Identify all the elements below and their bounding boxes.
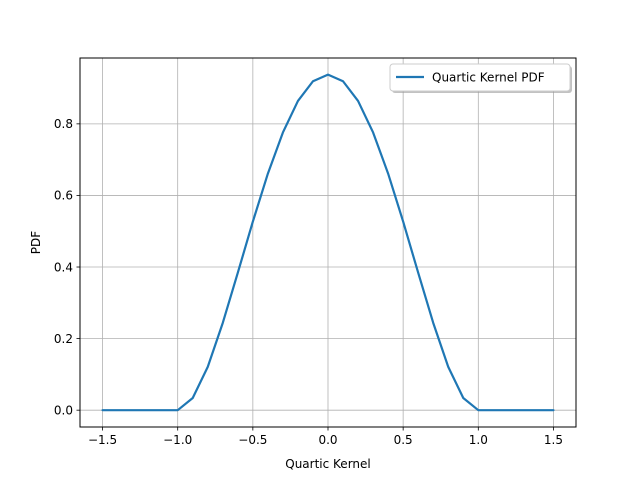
y-tick-label: 0.8	[54, 117, 73, 131]
x-axis: −1.5 −1.0 −0.5 0.0 0.5 1.0 1.5	[88, 427, 563, 447]
x-axis-label: Quartic Kernel	[285, 457, 371, 471]
x-tick-label: 0.0	[318, 433, 337, 447]
legend-box	[389, 63, 571, 92]
y-tick-label: 0.4	[54, 260, 73, 274]
y-tick-label: 0.0	[54, 403, 73, 417]
series-line	[101, 73, 555, 412]
y-axis-label: PDF	[29, 231, 43, 254]
x-tick-label: −0.5	[238, 433, 267, 447]
x-tick-label: −1.5	[88, 433, 117, 447]
legend: Quartic Kernel PDF	[389, 63, 572, 93]
x-tick-label: 1.5	[544, 433, 563, 447]
x-tick-label: 0.5	[394, 433, 413, 447]
legend-label: Quartic Kernel PDF	[432, 71, 545, 85]
y-tick-label: 0.6	[54, 189, 73, 203]
y-tick-label: 0.2	[54, 332, 73, 346]
series-layer	[101, 73, 555, 412]
x-tick-label: −1.0	[163, 433, 192, 447]
y-axis: 0.0 0.2 0.4 0.6 0.8	[54, 117, 80, 417]
x-tick-label: 1.0	[469, 433, 488, 447]
